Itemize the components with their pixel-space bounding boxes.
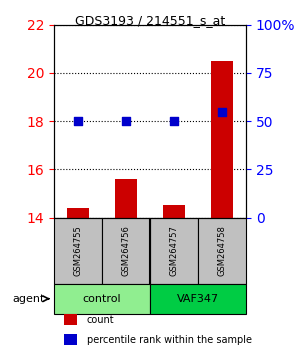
FancyBboxPatch shape bbox=[150, 217, 198, 284]
Point bbox=[76, 118, 80, 124]
Bar bbox=[211, 61, 233, 217]
Text: percentile rank within the sample: percentile rank within the sample bbox=[87, 335, 252, 345]
Text: GSM264758: GSM264758 bbox=[218, 225, 226, 276]
Point bbox=[172, 118, 176, 124]
Bar bbox=[115, 179, 137, 217]
Text: VAF347: VAF347 bbox=[177, 294, 219, 304]
Text: GSM264757: GSM264757 bbox=[169, 225, 178, 276]
Point bbox=[124, 118, 128, 124]
Bar bbox=[64, 314, 77, 325]
FancyBboxPatch shape bbox=[102, 217, 150, 284]
Point bbox=[220, 109, 224, 114]
FancyBboxPatch shape bbox=[54, 284, 150, 314]
FancyBboxPatch shape bbox=[198, 217, 246, 284]
Text: GDS3193 / 214551_s_at: GDS3193 / 214551_s_at bbox=[75, 14, 225, 27]
FancyBboxPatch shape bbox=[150, 284, 246, 314]
Bar bbox=[67, 208, 89, 217]
Bar bbox=[163, 205, 185, 217]
Text: count: count bbox=[87, 315, 114, 325]
Bar bbox=[64, 334, 77, 345]
Text: GSM264756: GSM264756 bbox=[122, 225, 130, 276]
Text: control: control bbox=[83, 294, 121, 304]
Text: agent: agent bbox=[12, 294, 44, 304]
FancyBboxPatch shape bbox=[54, 217, 102, 284]
Text: GSM264755: GSM264755 bbox=[74, 225, 82, 276]
